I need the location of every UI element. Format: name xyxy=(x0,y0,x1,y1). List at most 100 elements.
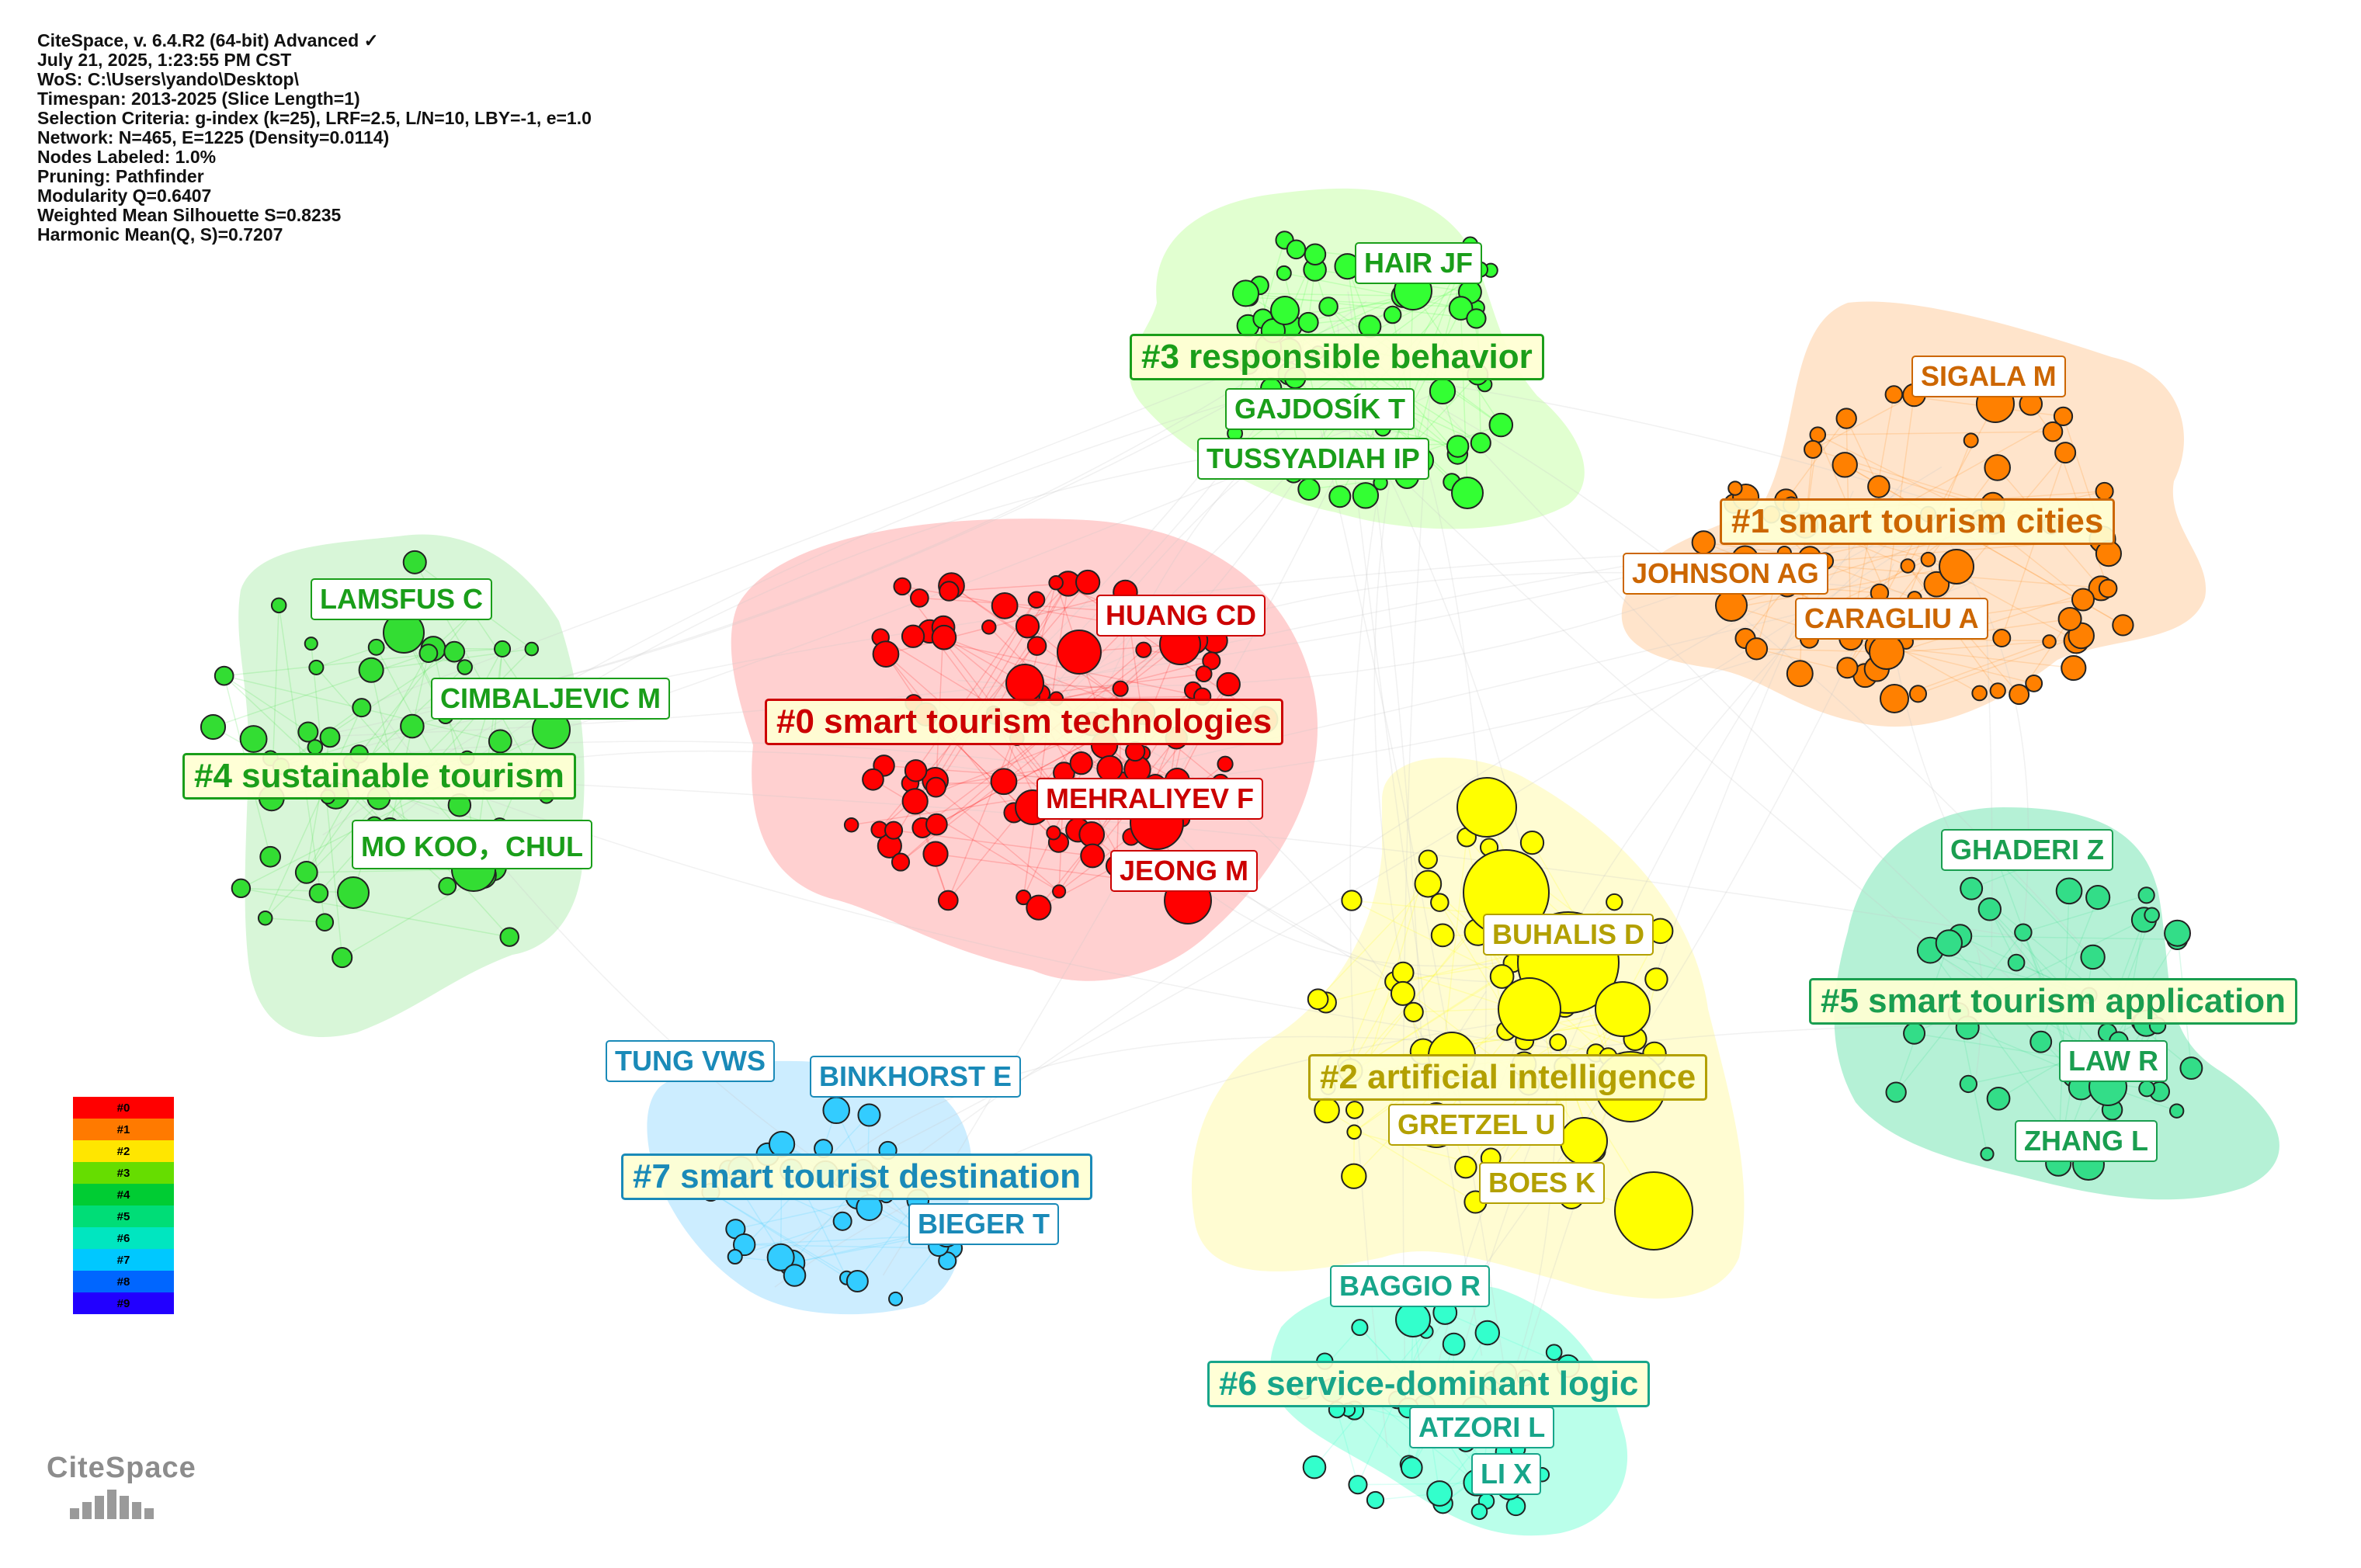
network-node[interactable] xyxy=(1984,454,2011,481)
network-node[interactable] xyxy=(1867,475,1891,498)
network-node[interactable] xyxy=(727,1248,743,1265)
cluster-label[interactable]: #1 smart tourism cities xyxy=(1720,498,2116,545)
network-node[interactable] xyxy=(270,597,287,614)
network-node[interactable] xyxy=(1880,684,1909,713)
network-node[interactable] xyxy=(1286,239,1307,260)
network-node[interactable] xyxy=(1352,482,1380,509)
network-node[interactable] xyxy=(2014,923,2033,942)
network-node[interactable] xyxy=(1474,1320,1501,1346)
network-node[interactable] xyxy=(1446,435,1470,458)
network-node[interactable] xyxy=(457,659,473,675)
network-node[interactable] xyxy=(1418,849,1438,869)
network-node[interactable] xyxy=(1595,981,1651,1037)
network-node[interactable] xyxy=(332,947,353,969)
author-label[interactable]: BUHALIS D xyxy=(1483,914,1654,956)
network-node[interactable] xyxy=(862,768,884,791)
network-node[interactable] xyxy=(1963,432,1979,449)
network-node[interactable] xyxy=(1745,637,1769,661)
author-label[interactable]: CARAGLIU A xyxy=(1795,598,1988,640)
author-label[interactable]: BAGGIO R xyxy=(1330,1265,1491,1307)
network-node[interactable] xyxy=(1351,1319,1369,1337)
cluster-label[interactable]: #4 sustainable tourism xyxy=(182,753,576,800)
network-node[interactable] xyxy=(257,910,273,926)
network-node[interactable] xyxy=(1390,980,1415,1006)
network-node[interactable] xyxy=(2007,953,2026,972)
network-node[interactable] xyxy=(1715,589,1748,622)
author-label[interactable]: GAJDOSÍK T xyxy=(1225,388,1415,430)
network-node[interactable] xyxy=(2179,1056,2203,1081)
network-node[interactable] xyxy=(922,841,949,867)
network-node[interactable] xyxy=(2029,1030,2053,1053)
network-node[interactable] xyxy=(1304,243,1327,265)
network-node[interactable] xyxy=(1341,890,1363,911)
author-label[interactable]: LAW R xyxy=(2059,1040,2168,1082)
author-label[interactable]: TUNG VWS xyxy=(606,1040,775,1082)
network-node[interactable] xyxy=(1959,1074,1978,1094)
network-node[interactable] xyxy=(822,1096,850,1125)
author-label[interactable]: CIMBALJEVIC M xyxy=(431,678,671,720)
network-node[interactable] xyxy=(1869,634,1904,670)
network-node[interactable] xyxy=(1297,311,1319,333)
network-node[interactable] xyxy=(1075,569,1101,595)
author-label[interactable]: TUSSYADIAH IP xyxy=(1197,438,1429,480)
network-node[interactable] xyxy=(1980,1147,1995,1161)
network-node[interactable] xyxy=(909,588,929,608)
network-node[interactable] xyxy=(1348,1475,1368,1495)
network-node[interactable] xyxy=(1027,591,1046,609)
network-node[interactable] xyxy=(1448,296,1474,321)
network-node[interactable] xyxy=(884,820,904,840)
network-node[interactable] xyxy=(304,637,318,651)
network-node[interactable] xyxy=(1903,1022,1926,1045)
network-node[interactable] xyxy=(939,581,960,602)
author-label[interactable]: SIGALA M xyxy=(1911,356,2066,397)
network-node[interactable] xyxy=(358,657,384,683)
network-node[interactable] xyxy=(1346,1124,1362,1140)
network-node[interactable] xyxy=(1498,977,1561,1041)
network-node[interactable] xyxy=(418,644,439,664)
network-node[interactable] xyxy=(1270,296,1300,325)
network-node[interactable] xyxy=(1328,485,1352,508)
network-node[interactable] xyxy=(1046,825,1061,841)
network-node[interactable] xyxy=(488,729,512,754)
network-node[interactable] xyxy=(1644,967,1668,991)
network-node[interactable] xyxy=(1977,897,2002,921)
network-node[interactable] xyxy=(308,659,325,675)
network-node[interactable] xyxy=(2144,907,2160,924)
network-node[interactable] xyxy=(1426,1480,1453,1507)
network-node[interactable] xyxy=(1430,893,1450,912)
author-label[interactable]: MO KOO，CHUL xyxy=(352,820,592,869)
network-node[interactable] xyxy=(1832,452,1858,478)
network-node[interactable] xyxy=(832,1211,852,1231)
network-node[interactable] xyxy=(2164,919,2192,947)
network-node[interactable] xyxy=(1923,571,1950,598)
network-node[interactable] xyxy=(1005,664,1044,702)
network-node[interactable] xyxy=(1383,305,1402,324)
network-node[interactable] xyxy=(1457,777,1517,838)
network-node[interactable] xyxy=(1057,630,1102,675)
network-node[interactable] xyxy=(352,698,372,718)
network-node[interactable] xyxy=(308,883,329,904)
network-node[interactable] xyxy=(1960,876,1984,900)
network-node[interactable] xyxy=(1202,651,1221,671)
network-node[interactable] xyxy=(1908,685,1928,703)
network-node[interactable] xyxy=(1442,1332,1466,1356)
network-node[interactable] xyxy=(259,845,282,868)
network-node[interactable] xyxy=(2168,1103,2185,1119)
network-node[interactable] xyxy=(239,725,268,753)
network-node[interactable] xyxy=(1920,551,1936,567)
network-node[interactable] xyxy=(1470,432,1491,454)
network-node[interactable] xyxy=(1026,894,1052,921)
network-node[interactable] xyxy=(1048,574,1064,591)
network-node[interactable] xyxy=(1489,964,1515,989)
author-label[interactable]: JEONG M xyxy=(1110,850,1259,892)
network-node[interactable] xyxy=(1885,1081,1907,1103)
network-node[interactable] xyxy=(1403,1001,1424,1023)
network-node[interactable] xyxy=(499,927,519,947)
author-label[interactable]: LAMSFUS C xyxy=(311,578,492,620)
network-node[interactable] xyxy=(1900,558,1915,574)
network-node[interactable] xyxy=(904,759,928,782)
network-node[interactable] xyxy=(990,768,1018,796)
network-node[interactable] xyxy=(1276,265,1292,281)
network-node[interactable] xyxy=(937,890,959,911)
network-node[interactable] xyxy=(901,788,929,815)
